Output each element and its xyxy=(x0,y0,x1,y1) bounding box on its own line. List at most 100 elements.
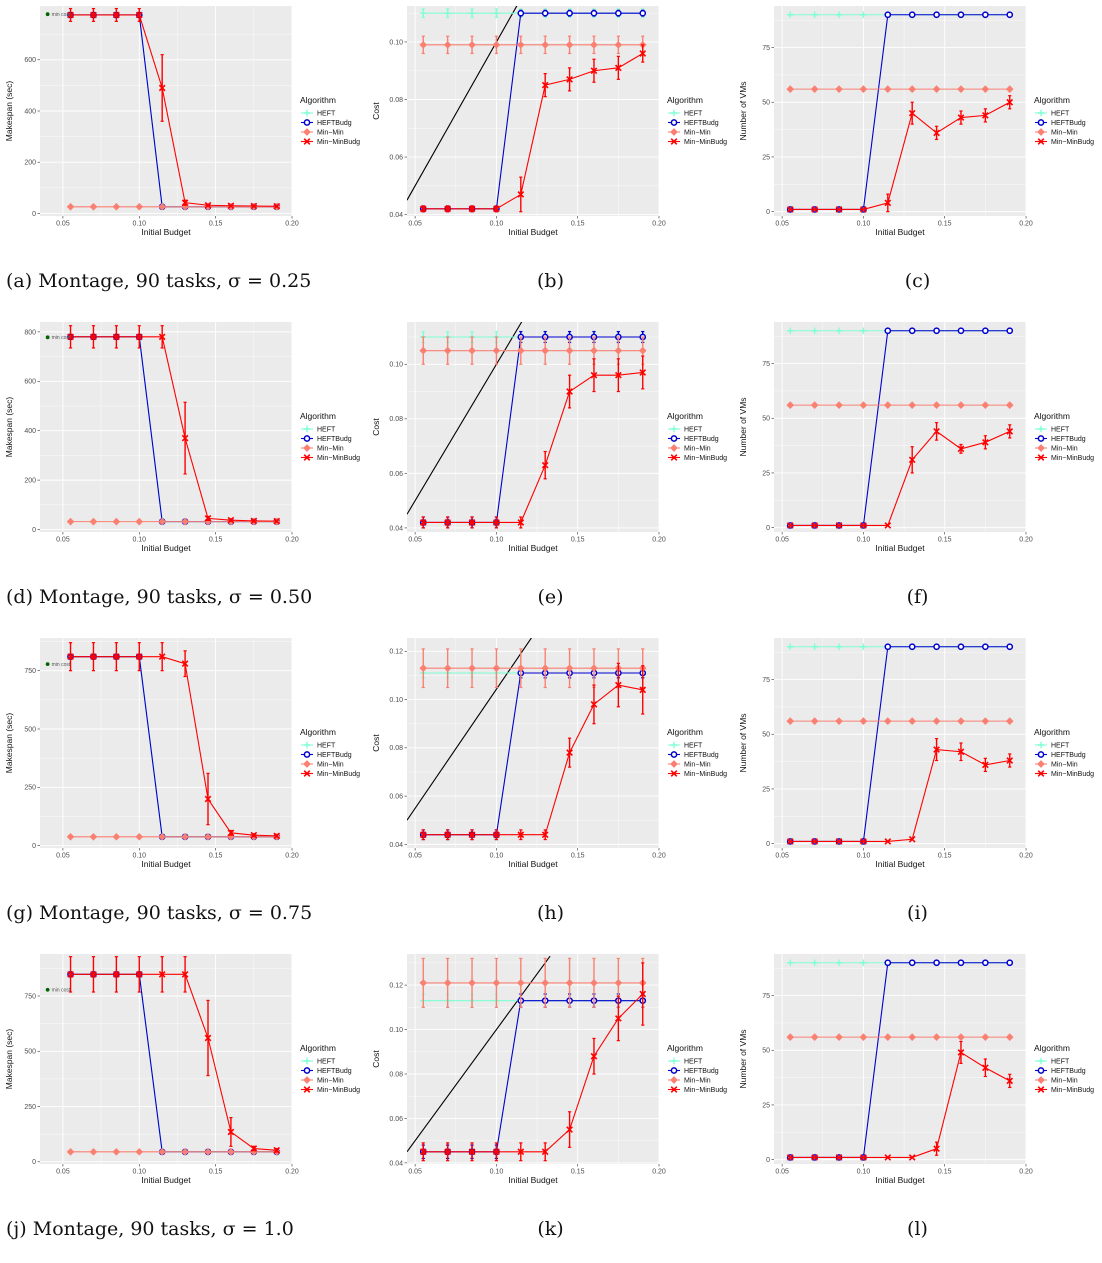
x-tick-label: 0.10 xyxy=(490,1169,504,1176)
data-point xyxy=(614,979,623,987)
chart-cell-k: 0.05 0.10 0.15 0.20 0.04 0.06 0.08 0.10 0.12 Init… xyxy=(367,948,734,1263)
x-axis-title: Initial Budget xyxy=(508,227,558,237)
data-point xyxy=(981,717,990,725)
data-point xyxy=(89,832,98,841)
y-tick-label: 50 xyxy=(762,732,770,739)
series-Min−MinBudg xyxy=(67,325,281,525)
x-tick-label: 0.15 xyxy=(209,853,223,860)
data-point xyxy=(250,202,258,210)
data-point xyxy=(860,327,867,334)
data-layer xyxy=(407,955,647,1162)
x-tick-label: 0.15 xyxy=(571,537,585,544)
min-cost-point xyxy=(45,12,50,17)
data-point xyxy=(883,85,892,93)
data-point xyxy=(981,85,990,93)
legend-entry: HEFTBudg xyxy=(317,752,352,759)
x-tick-label: 0.20 xyxy=(652,537,666,544)
data-point xyxy=(835,85,843,93)
data-point xyxy=(112,653,120,661)
data-point xyxy=(204,832,212,841)
series-line xyxy=(70,973,277,1151)
chart-cell-c: 0.05 0.10 0.15 0.20 0 25 50 75 Initial Budget Num… xyxy=(734,0,1101,315)
data-point xyxy=(835,717,843,725)
data-point xyxy=(444,831,452,839)
plot-panel xyxy=(40,322,292,532)
data-point xyxy=(517,1148,525,1156)
legend-key-marker xyxy=(1037,1076,1045,1084)
data-point xyxy=(787,643,794,650)
data-point xyxy=(541,9,549,17)
legend-entry: HEFTBudg xyxy=(1051,752,1086,759)
chart-cell-g: 0.05 0.10 0.15 0.20 0 250 500 750 min cost Initia… xyxy=(0,632,367,947)
y-tick-label: 0.08 xyxy=(389,416,403,423)
y-tick-label: 0 xyxy=(32,211,36,218)
legend: Algorithm HEFT HEFTBudg Min−Min Min−MinBudg xyxy=(300,95,360,146)
y-tick-label: 0.08 xyxy=(389,745,403,752)
chart-k: 0.05 0.10 0.15 0.20 0.04 0.06 0.08 0.10 0.12 Init… xyxy=(371,954,727,1185)
data-point xyxy=(860,1154,867,1161)
legend-entry: HEFT xyxy=(1051,742,1070,749)
chart-d: 0.05 0.10 0.15 0.20 0 200 400 600 800 min cost Ini… xyxy=(4,322,360,553)
data-point xyxy=(786,838,794,845)
legend-title: Algorithm xyxy=(300,1043,336,1053)
data-point xyxy=(860,838,867,845)
y-tick-label: 750 xyxy=(24,668,36,675)
chart-caption: (f) xyxy=(906,586,929,608)
data-point xyxy=(181,199,189,207)
data-point xyxy=(908,401,917,409)
legend-key-marker xyxy=(670,741,678,749)
legend: Algorithm HEFT HEFTBudg Min−Min Min−MinBudg xyxy=(300,411,360,462)
budget-diagonal-line xyxy=(407,638,533,821)
data-point xyxy=(614,1015,622,1022)
legend-entry: HEFTBudg xyxy=(1051,436,1086,443)
data-point xyxy=(492,41,501,49)
x-axis-title: Initial Budget xyxy=(141,543,191,553)
x-tick-label: 0.15 xyxy=(938,221,952,228)
data-point xyxy=(541,346,550,355)
data-point xyxy=(112,333,120,341)
data-point xyxy=(639,9,647,17)
data-point xyxy=(89,202,98,211)
data-point xyxy=(932,401,941,409)
x-axis-title: Initial Budget xyxy=(875,227,925,237)
data-point xyxy=(811,11,818,18)
data-point xyxy=(90,11,97,19)
data-point xyxy=(981,112,989,119)
series-line xyxy=(423,371,643,523)
data-layer xyxy=(66,956,281,1156)
plot-panel xyxy=(774,322,1026,532)
data-point xyxy=(158,517,167,526)
data-point xyxy=(639,686,647,694)
min-cost-point xyxy=(45,987,50,992)
y-tick-label: 0.08 xyxy=(389,1071,403,1078)
legend-entry: Min−MinBudg xyxy=(684,139,727,146)
data-point xyxy=(516,664,525,672)
data-point xyxy=(932,85,941,93)
series-Min−MinBudg xyxy=(786,1040,1014,1161)
y-tick-label: 800 xyxy=(24,329,36,336)
data-point xyxy=(227,829,235,837)
data-point xyxy=(908,643,916,651)
y-tick-label: 500 xyxy=(24,726,36,733)
data-point xyxy=(933,129,940,137)
y-tick-label: 0.06 xyxy=(389,1116,403,1123)
data-point xyxy=(181,832,189,841)
data-point xyxy=(883,1033,892,1041)
data-point xyxy=(66,202,75,211)
data-point xyxy=(884,643,892,651)
chart-b: 0.05 0.10 0.15 0.20 0.04 0.06 0.08 0.10 Initial … xyxy=(371,6,727,237)
data-point xyxy=(1006,98,1014,106)
legend-key-marker xyxy=(1037,751,1045,758)
data-point xyxy=(468,979,476,987)
data-point xyxy=(516,41,525,49)
data-point xyxy=(908,1033,917,1041)
data-point xyxy=(835,959,843,966)
x-tick-label: 0.10 xyxy=(132,853,146,860)
y-tick-label: 0.10 xyxy=(389,697,403,704)
data-point xyxy=(227,516,235,524)
data-point xyxy=(982,643,989,651)
data-layer xyxy=(66,642,281,841)
y-tick-label: 50 xyxy=(762,416,770,423)
legend-entry: Min−MinBudg xyxy=(1051,771,1094,778)
data-point xyxy=(787,327,794,334)
